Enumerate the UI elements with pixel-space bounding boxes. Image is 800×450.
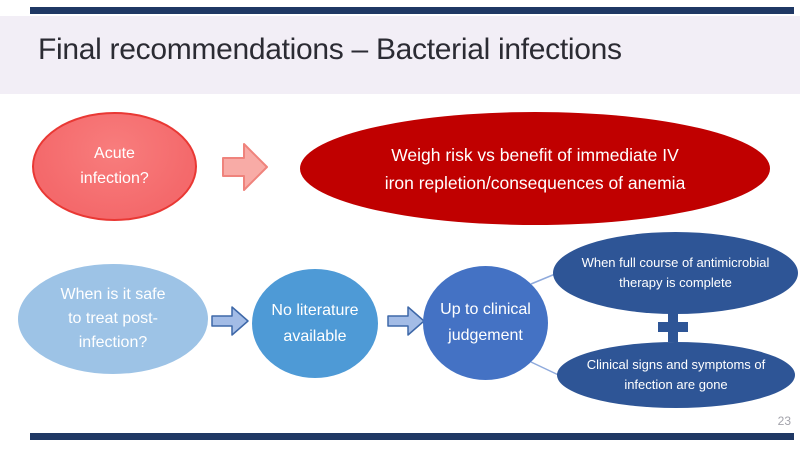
ellipse-text-line: Weigh risk vs benefit of immediate IV: [391, 144, 679, 165]
ellipse-text-line: infection?: [78, 334, 148, 351]
arrow-right-icon: [211, 306, 249, 336]
ellipse-text-line: to treat post-: [68, 310, 158, 327]
ellipse-acute-infection: Acute infection?: [32, 112, 197, 221]
ellipse-text-line: Acute: [94, 144, 135, 162]
top-accent-bar: [30, 7, 794, 14]
ellipse-text-line: No literature: [271, 301, 359, 319]
page-title: Final recommendations – Bacterial infect…: [38, 33, 622, 66]
ellipse-weigh-risk: Weigh risk vs benefit of immediate IV ir…: [300, 112, 770, 225]
ellipse-text-line: When is it safe: [60, 286, 166, 303]
bottom-accent-bar: [30, 433, 794, 440]
ellipse-text-line: iron repletion/consequences of anemia: [384, 172, 686, 193]
ellipse-text-line: infection are gone: [624, 377, 728, 392]
ellipse-infection-signs-gone: Clinical signs and symptoms of infection…: [557, 342, 795, 408]
title-band: [0, 16, 800, 94]
page-number: 23: [777, 414, 791, 428]
ellipse-text-line: available: [283, 327, 347, 345]
ellipse-text-line: When full course of antimicrobial: [581, 254, 770, 270]
ellipse-text-line: Up to clinical: [440, 301, 531, 319]
ellipse-text-line: infection?: [80, 169, 149, 187]
arrow-right-icon: [387, 306, 425, 336]
ellipse-clinical-judgement: Up to clinical judgement: [423, 266, 548, 380]
arrow-right-icon: [222, 143, 268, 191]
ellipse-text-line: Clinical signs and symptoms of: [586, 356, 766, 372]
ellipse-antimicrobial-complete: When full course of antimicrobial therap…: [553, 232, 798, 314]
ellipse-text-line: therapy is complete: [619, 275, 732, 290]
ellipse-when-safe: When is it safe to treat post- infection…: [18, 264, 208, 374]
ellipse-no-literature: No literature available: [252, 269, 378, 378]
ellipse-text-line: judgement: [448, 327, 523, 344]
plus-icon: [658, 312, 688, 342]
